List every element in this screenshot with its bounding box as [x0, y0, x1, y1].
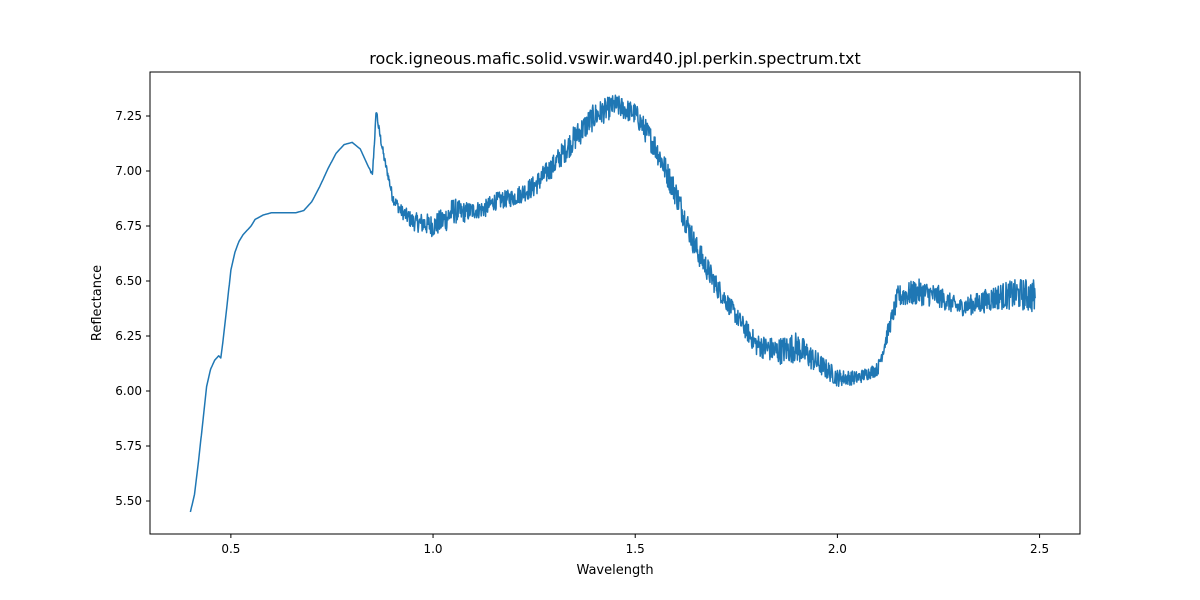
x-axis-label: Wavelength: [576, 563, 653, 578]
x-tick-label: 0.5: [221, 542, 240, 556]
x-tick-label: 2.5: [1030, 542, 1049, 556]
x-tick-label: 1.5: [626, 542, 645, 556]
y-tick-label: 7.00: [115, 164, 142, 178]
chart-title: rock.igneous.mafic.solid.vswir.ward40.jp…: [369, 49, 861, 68]
plot-area: [189, 94, 1037, 513]
y-tick-label: 5.75: [115, 439, 142, 453]
y-tick-label: 6.50: [115, 274, 142, 288]
spectrum-line: [189, 94, 1037, 513]
y-axis-label: Reflectance: [90, 265, 105, 341]
x-tick-label: 2.0: [828, 542, 847, 556]
axes-frame: [149, 71, 1081, 535]
y-tick-label: 6.75: [115, 219, 142, 233]
y-tick-label: 5.50: [115, 494, 142, 508]
y-tick-label: 6.25: [115, 329, 142, 343]
x-tick-label: 1.0: [423, 542, 442, 556]
y-tick-label: 7.25: [115, 109, 142, 123]
y-tick-label: 6.00: [115, 384, 142, 398]
y-axis-ticks: 5.50 5.75 6.00 6.25 6.50 6.75 7.00 7.25: [115, 109, 150, 508]
x-axis-ticks: 0.5 1.0 1.5 2.0 2.5: [221, 534, 1049, 556]
